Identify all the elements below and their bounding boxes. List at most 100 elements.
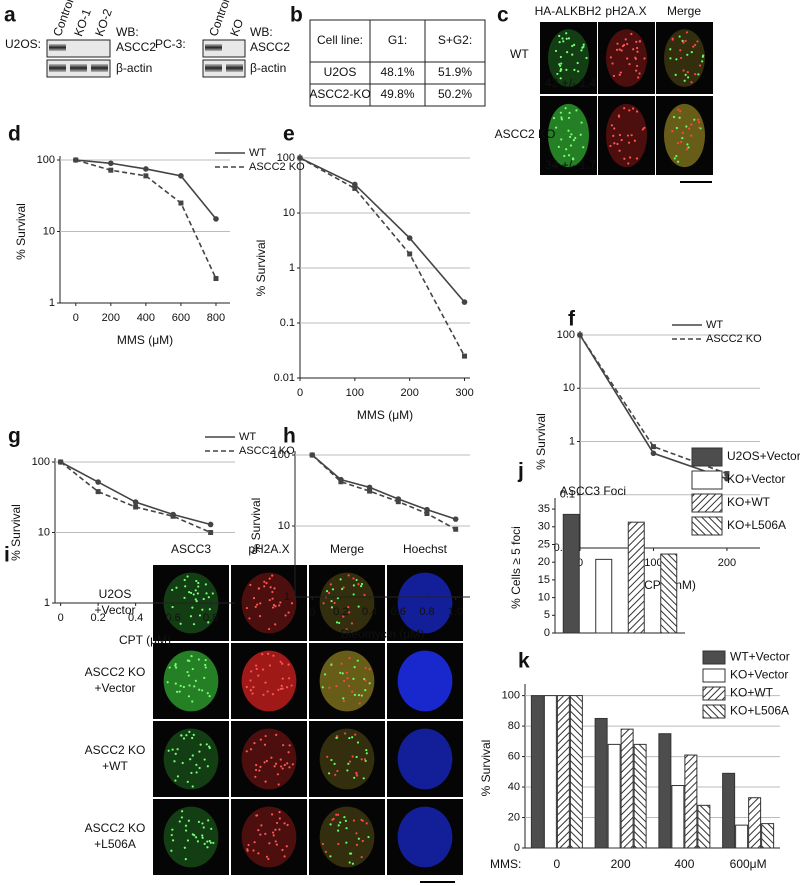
x-tick-label: 1.0 xyxy=(448,606,463,618)
focus xyxy=(565,51,569,54)
column-header: Merge xyxy=(330,542,364,556)
focus xyxy=(185,734,188,737)
y-axis-label: % Survival xyxy=(9,504,23,561)
focus xyxy=(274,605,277,608)
focus xyxy=(347,684,351,688)
focus xyxy=(363,677,366,681)
focus xyxy=(355,755,358,759)
marker xyxy=(178,173,184,179)
focus xyxy=(261,668,265,671)
focus xyxy=(336,829,340,832)
row-label: ASCC2 KO xyxy=(85,743,146,757)
y-tick-label: 10 xyxy=(278,520,290,532)
panel-label: g xyxy=(8,425,21,448)
focus xyxy=(682,69,685,72)
nucleus xyxy=(397,728,453,790)
focus xyxy=(343,732,347,735)
focus xyxy=(191,606,194,609)
focus xyxy=(171,839,175,842)
focus xyxy=(610,124,614,127)
focus xyxy=(620,49,623,52)
focus xyxy=(201,834,204,837)
focus xyxy=(195,579,198,583)
x-tick-label: 0.4 xyxy=(362,606,377,618)
focus xyxy=(250,670,253,673)
focus xyxy=(623,107,626,110)
row-label: +Vector xyxy=(94,603,135,617)
focus xyxy=(557,145,560,148)
focus xyxy=(561,37,564,40)
focus xyxy=(335,621,339,624)
x-tick-label: 0.2 xyxy=(90,612,105,624)
focus xyxy=(274,762,278,765)
focus xyxy=(187,674,190,677)
focus xyxy=(257,587,260,590)
y-tick-label: 0 xyxy=(544,627,550,639)
focus xyxy=(621,44,625,48)
focus xyxy=(687,127,691,130)
focus xyxy=(628,63,631,66)
focus xyxy=(171,605,174,609)
focus xyxy=(280,765,283,768)
focus xyxy=(206,846,209,849)
focus xyxy=(283,855,286,858)
focus xyxy=(364,666,367,670)
micrograph xyxy=(231,799,307,875)
focus xyxy=(355,843,359,846)
column-header: pH2A.X xyxy=(248,542,289,556)
focus xyxy=(355,772,358,775)
focus xyxy=(686,53,689,56)
focus xyxy=(282,744,285,747)
y-axis-label: % Cells ≥ 5 foci xyxy=(509,526,523,609)
row-label: WT xyxy=(510,47,529,61)
focus xyxy=(573,43,576,46)
marker xyxy=(95,489,101,495)
x-tick-label: 0 xyxy=(297,387,303,399)
focus xyxy=(194,679,197,682)
marker xyxy=(424,510,430,516)
focus xyxy=(283,763,286,767)
focus xyxy=(251,692,254,695)
focus xyxy=(168,666,171,669)
focus xyxy=(352,677,355,680)
focus xyxy=(287,751,290,754)
focus xyxy=(290,602,294,605)
focus xyxy=(672,115,676,119)
focus xyxy=(630,134,633,137)
focus xyxy=(698,126,701,129)
bar xyxy=(722,772,736,849)
focus xyxy=(687,146,690,149)
focus xyxy=(342,699,346,703)
focus xyxy=(187,695,191,698)
focus xyxy=(582,146,585,149)
nucleus xyxy=(319,572,375,634)
focus xyxy=(274,840,277,843)
marker xyxy=(95,479,101,485)
focus xyxy=(184,829,188,832)
nucleus xyxy=(241,728,297,790)
focus xyxy=(271,590,274,594)
panel-label: j xyxy=(517,460,524,483)
micrograph xyxy=(656,22,713,94)
focus xyxy=(268,599,271,602)
focus xyxy=(626,57,629,60)
focus xyxy=(635,69,638,72)
focus xyxy=(565,68,568,71)
focus xyxy=(207,621,210,624)
focus xyxy=(560,138,563,141)
focus xyxy=(347,762,350,765)
focus xyxy=(197,581,200,585)
focus xyxy=(679,56,683,60)
focus xyxy=(346,769,349,772)
focus xyxy=(559,64,562,68)
focus xyxy=(275,843,278,846)
focus xyxy=(204,583,207,586)
focus xyxy=(254,768,258,772)
y-tick-label: 0.1 xyxy=(280,317,295,329)
marker xyxy=(133,504,139,510)
focus xyxy=(562,40,565,43)
focus xyxy=(263,743,267,746)
micrograph xyxy=(231,721,307,797)
focus xyxy=(687,76,690,79)
x-tick-label: 0.6 xyxy=(391,606,406,618)
